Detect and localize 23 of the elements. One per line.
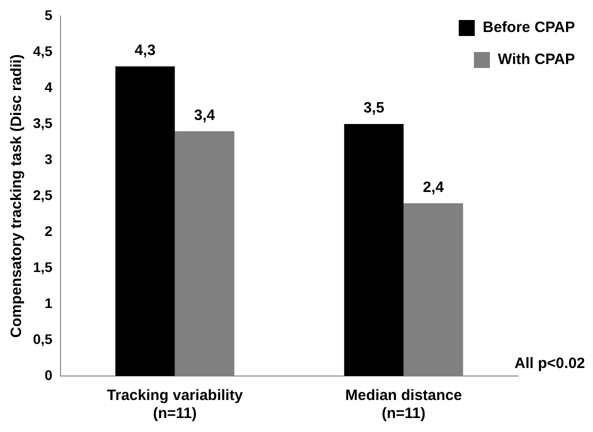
data-label: 3,5: [363, 100, 384, 117]
y-axis-title: Compensatory tracking task (Disc radii): [8, 54, 26, 338]
y-tick-label: 2,5: [32, 186, 53, 203]
y-tick-label: 0: [44, 366, 53, 383]
y-tick-label: 0,5: [32, 330, 53, 347]
legend-label: Before CPAP: [482, 19, 576, 36]
legend-label: With CPAP: [498, 51, 576, 68]
bar: [115, 66, 175, 376]
data-label: 3,4: [194, 106, 216, 124]
annotation: All p<0.02: [514, 355, 585, 372]
data-label: 2,4: [422, 178, 444, 196]
y-tick-label: 3,5: [32, 114, 53, 131]
x-tick-label: Median distance (n=11): [345, 387, 462, 422]
x-tick-label: Tracking variability (n=11): [106, 387, 244, 422]
data-label: 4,3: [134, 42, 156, 60]
y-tick-label: 1,5: [32, 258, 53, 275]
y-tick-label: 3: [44, 150, 53, 167]
y-tick-label: 5: [44, 6, 53, 23]
y-tick-label: 4,5: [32, 42, 53, 59]
y-tick-label: 4: [44, 78, 53, 95]
bar: [344, 124, 404, 376]
y-tick-label: 2: [44, 222, 53, 239]
y-tick-label: 1: [44, 294, 53, 311]
